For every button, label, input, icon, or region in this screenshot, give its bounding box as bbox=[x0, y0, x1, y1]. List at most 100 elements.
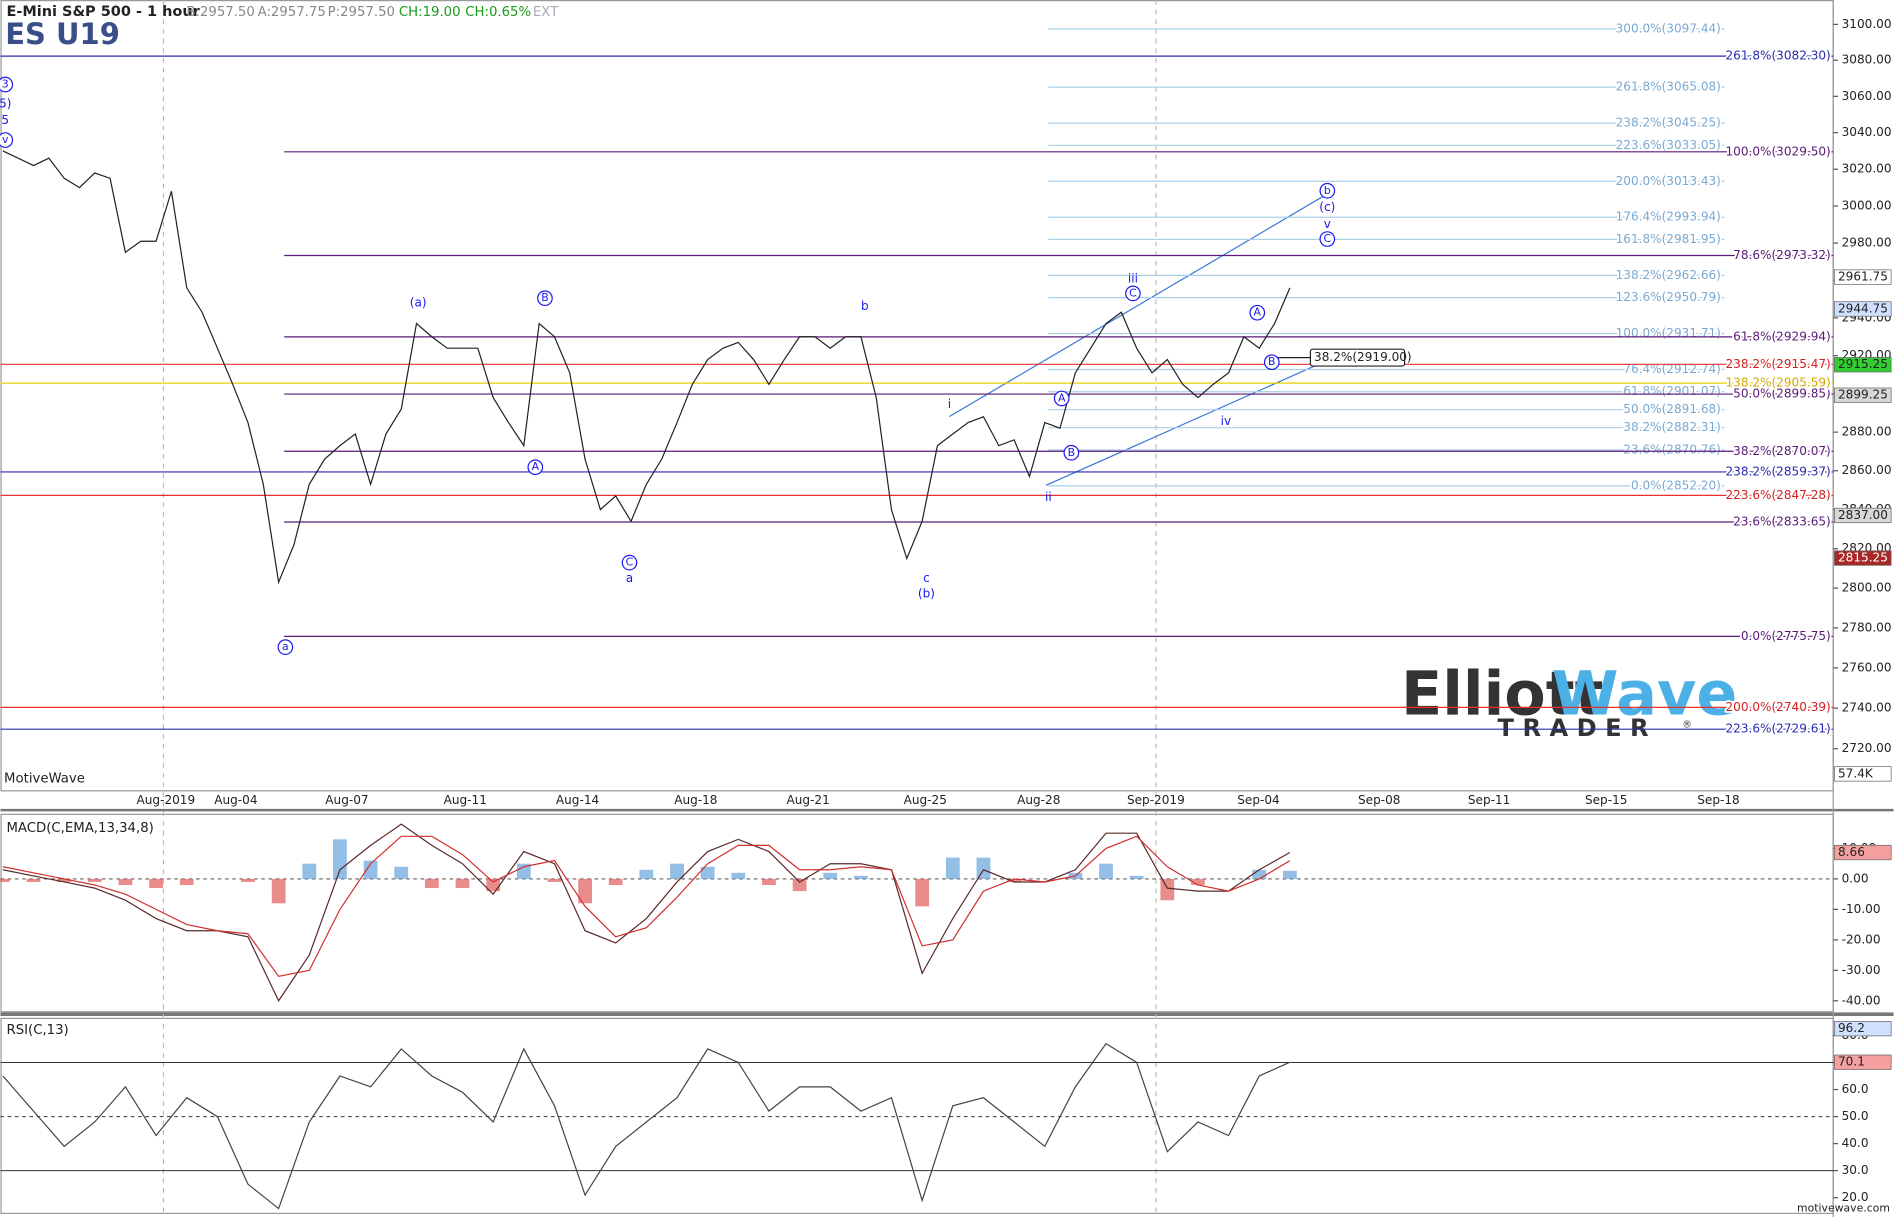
y-tick-label: 2780.00 bbox=[1842, 620, 1892, 634]
histogram-bar bbox=[762, 878, 776, 886]
series-line bbox=[2, 150, 1291, 585]
x-tick-label: Aug-28 bbox=[1017, 793, 1060, 807]
wave-label: v bbox=[2, 133, 9, 146]
contract: ES U19 bbox=[5, 17, 120, 51]
wave-label: 5) bbox=[0, 96, 11, 110]
histogram-bar bbox=[1007, 878, 1021, 882]
fib-label: 50.0%(2899.85) bbox=[1733, 387, 1831, 401]
wave-circle bbox=[621, 554, 638, 571]
histogram-bar bbox=[363, 860, 378, 879]
wave-label: A bbox=[1058, 391, 1066, 404]
y-tick-label: 3060.00 bbox=[1842, 89, 1892, 103]
wave-label: B bbox=[1268, 355, 1275, 368]
histogram-bar bbox=[149, 878, 163, 889]
price-tag: 2837.00 bbox=[1838, 508, 1888, 522]
price-tag-box bbox=[1834, 550, 1892, 566]
wave-circle bbox=[0, 132, 14, 148]
wave-circle bbox=[277, 639, 294, 655]
wave-label: C bbox=[626, 556, 634, 569]
fib-label: 223.6%(3033.05) bbox=[1616, 138, 1721, 152]
price-tag: 2815.25 bbox=[1838, 551, 1888, 565]
fib-label: 50.0%(2891.68) bbox=[1623, 402, 1721, 416]
session: EXT bbox=[533, 5, 559, 20]
x-tick-label: Sep-2019 bbox=[1127, 793, 1185, 807]
wave-circle bbox=[0, 76, 14, 93]
price-tag-box bbox=[1834, 357, 1892, 373]
histogram-bar bbox=[792, 878, 807, 892]
logo-tagline: TRADER bbox=[1498, 714, 1657, 742]
wave-label: C bbox=[1324, 232, 1332, 245]
histogram-bar bbox=[670, 863, 684, 879]
wave-label: (a) bbox=[410, 296, 427, 310]
histogram-bar bbox=[87, 878, 102, 882]
price-tag-box bbox=[1834, 269, 1892, 285]
wave-circle bbox=[1319, 231, 1336, 247]
histogram-bar bbox=[424, 878, 439, 889]
fib-label: 23.6%(2833.65) bbox=[1733, 514, 1831, 528]
y-tick-label: 2800.00 bbox=[1842, 581, 1892, 595]
fib-label: 300.0%(3097.44) bbox=[1616, 21, 1721, 35]
price-tag: 2944.75 bbox=[1838, 301, 1888, 315]
price-tag: 70.1 bbox=[1838, 1055, 1865, 1069]
histogram-bar bbox=[118, 878, 133, 886]
ask: A:2957.75 bbox=[258, 5, 326, 20]
histogram-bar bbox=[1252, 869, 1267, 879]
fib-label: 61.8%(2901.07) bbox=[1623, 384, 1721, 398]
y-tick-label: 2880.00 bbox=[1842, 425, 1892, 439]
wave-circle bbox=[1263, 354, 1280, 371]
fib-label: 238.2%(3045.25) bbox=[1616, 116, 1721, 130]
histogram-bar bbox=[26, 878, 41, 882]
wave-label: iv bbox=[1221, 414, 1232, 428]
fib-label: 161.8%(2981.95) bbox=[1616, 232, 1721, 246]
x-tick-label: Aug-11 bbox=[444, 793, 487, 807]
y-tick-label: 3020.00 bbox=[1842, 162, 1892, 176]
footer: motivewave.com bbox=[1797, 1202, 1890, 1215]
price-tag-box bbox=[1834, 507, 1892, 524]
y-tick-label: 40.0 bbox=[1842, 1136, 1869, 1150]
y-tick-label: -30.00 bbox=[1842, 963, 1881, 977]
histogram-bar bbox=[271, 878, 286, 904]
histogram-bar bbox=[486, 878, 501, 892]
wave-label: a bbox=[626, 571, 633, 585]
wave-label: 3 bbox=[2, 78, 9, 91]
histogram-bar bbox=[0, 878, 10, 882]
y-tick-label: 0.00 bbox=[1842, 871, 1869, 885]
histogram-bar bbox=[731, 872, 746, 879]
fib-label: 138.2%(2905.59) bbox=[1725, 376, 1830, 390]
fib-label: 223.6%(2847.28) bbox=[1725, 488, 1830, 502]
y-tick-label: 3080.00 bbox=[1842, 53, 1892, 67]
histogram-bar bbox=[853, 875, 868, 879]
price-tag: 96.2 bbox=[1838, 1021, 1865, 1035]
wave-label: 5 bbox=[1, 113, 9, 127]
histogram-bar bbox=[333, 839, 347, 879]
wave-label: iii bbox=[1128, 271, 1138, 285]
x-tick-label: Aug-07 bbox=[325, 793, 368, 807]
y-tick-label: 2760.00 bbox=[1842, 660, 1892, 674]
histogram-bar bbox=[945, 857, 960, 879]
bid: B:2957.50 bbox=[186, 5, 254, 20]
histogram-bar bbox=[578, 878, 592, 904]
series-line bbox=[2, 835, 1291, 978]
channel-line bbox=[1045, 359, 1329, 486]
x-tick-label: Sep-08 bbox=[1358, 793, 1400, 807]
level-label: 38.2%(2919.00) bbox=[1314, 350, 1412, 364]
indicator-title: MACD(C,EMA,13,34,8) bbox=[6, 821, 153, 836]
logo-text: Elliott bbox=[1401, 659, 1603, 729]
wave-circle bbox=[1319, 182, 1336, 199]
watermark: MotiveWave bbox=[4, 772, 85, 787]
y-tick-label: -10.00 bbox=[1842, 902, 1881, 916]
x-tick-label: Sep-15 bbox=[1585, 793, 1627, 807]
fib-label: 200.0%(2740.39) bbox=[1725, 700, 1830, 714]
y-tick-label: 2980.00 bbox=[1842, 236, 1892, 250]
wave-label: B bbox=[1068, 446, 1075, 459]
wave-circle bbox=[1125, 285, 1141, 302]
wave-label: A bbox=[1254, 306, 1262, 319]
instrument-title: E-Mini S&P 500 - 1 hour bbox=[6, 4, 200, 20]
fib-label: 238.2%(2859.37) bbox=[1725, 464, 1830, 478]
wave-label: i bbox=[948, 397, 951, 411]
channel-line bbox=[949, 192, 1329, 418]
change-pct: CH:0.65% bbox=[465, 5, 531, 20]
price-tag-box bbox=[1834, 1054, 1892, 1070]
wave-circle bbox=[1053, 390, 1070, 407]
